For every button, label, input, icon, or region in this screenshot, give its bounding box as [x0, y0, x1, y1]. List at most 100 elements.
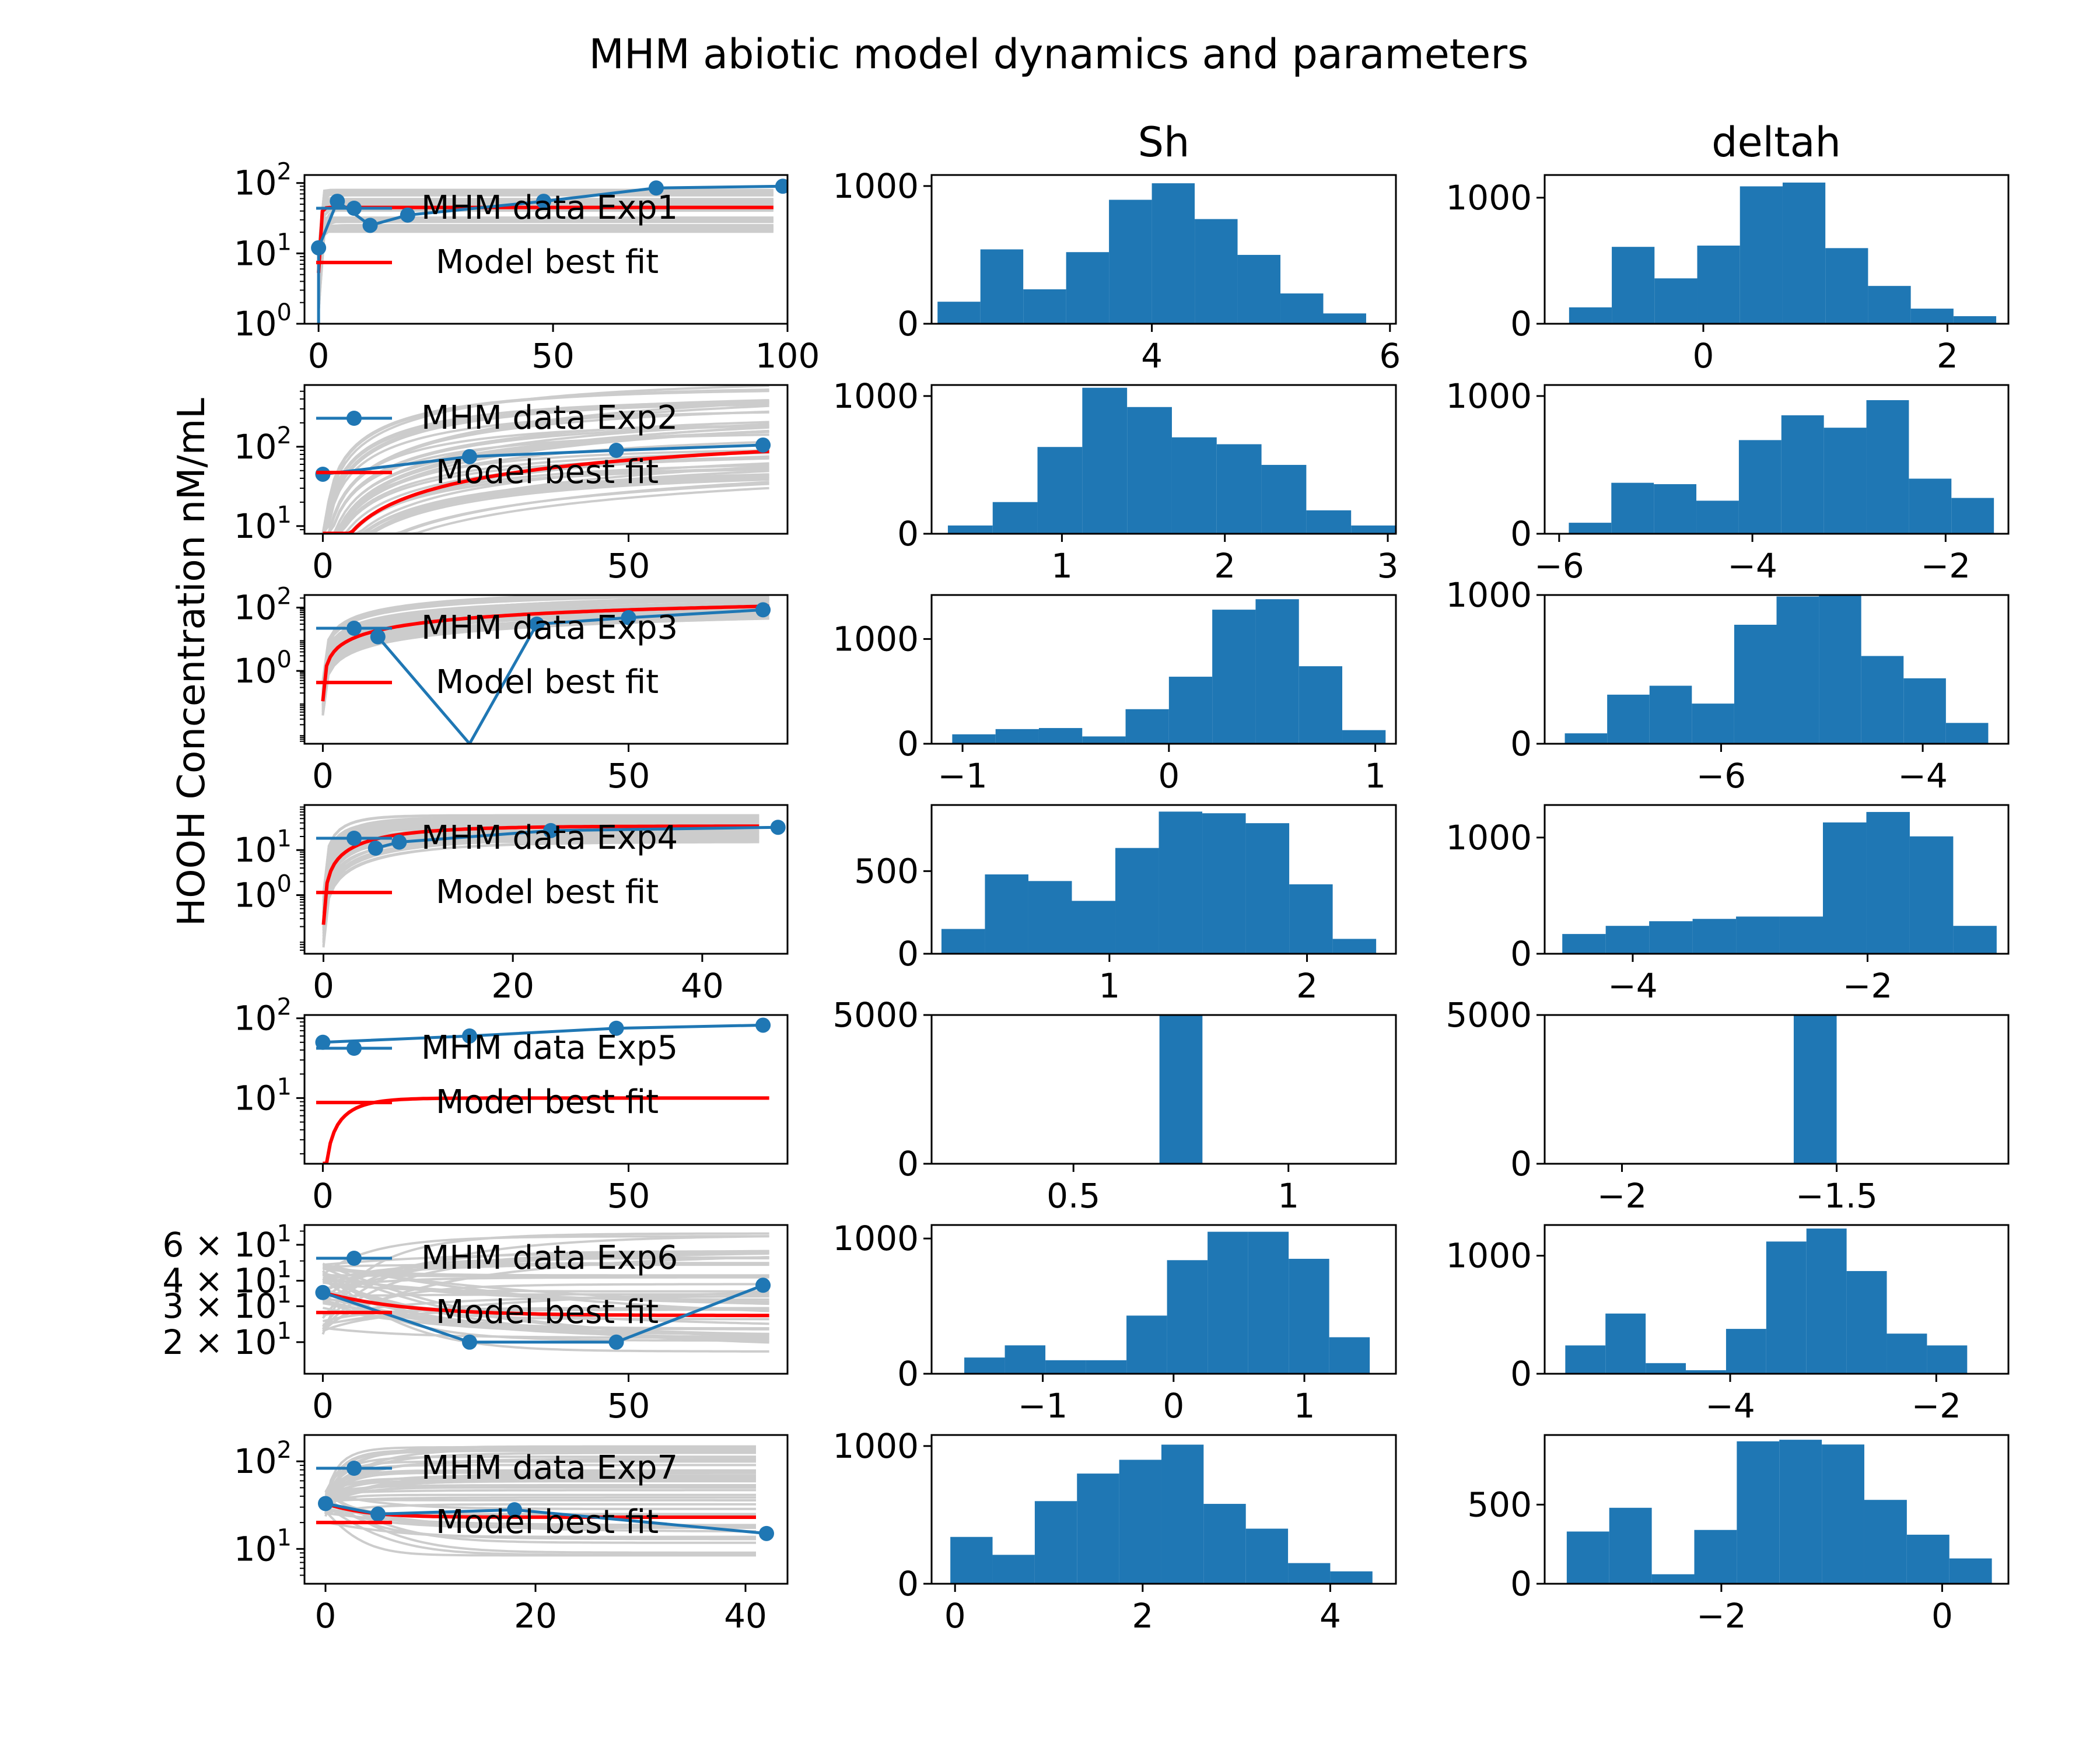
data-point	[608, 1334, 624, 1350]
data-point	[370, 629, 386, 645]
histogram-bar	[995, 729, 1039, 744]
y-tick-label: 1000	[1446, 575, 1532, 615]
data-point	[608, 443, 624, 459]
histogram-bar	[1649, 685, 1692, 744]
ensemble-curve	[317, 190, 774, 248]
y-tick-label: 0	[1510, 1354, 1532, 1394]
histogram-bar	[1066, 252, 1110, 324]
x-tick-label: 0.5	[1046, 1176, 1100, 1216]
x-tick-label: 0	[308, 336, 330, 376]
plot-area	[952, 599, 1386, 744]
histogram-bar	[1951, 498, 1994, 534]
ensemble-curve	[323, 1281, 769, 1293]
histogram-bar	[950, 1536, 993, 1584]
y-tick-label: 1000	[1446, 376, 1532, 416]
x-tick-label: −4	[1608, 966, 1658, 1006]
ensemble-curve	[324, 1510, 756, 1557]
y-tick-label: 102	[234, 583, 292, 628]
y-tick-label: 0	[897, 304, 919, 344]
axes-frame	[1544, 594, 2010, 745]
histogram-bar	[1864, 1500, 1907, 1584]
ensemble-curve	[323, 478, 769, 534]
y-tick-label: 6 × 101	[162, 1220, 292, 1265]
ensemble-curve	[321, 607, 769, 705]
histogram-bar	[1195, 219, 1238, 324]
histogram-bar	[1726, 1329, 1766, 1374]
histogram-bar	[1261, 464, 1307, 534]
histogram-bar	[1740, 186, 1783, 324]
histogram-bar	[1323, 313, 1366, 324]
legend-label-model: Model best fit	[436, 1503, 659, 1541]
panel-deltah-exp1: 0 2 0 1000	[1446, 174, 2010, 376]
histogram-bar	[1779, 916, 1823, 954]
histogram-bar	[1045, 1360, 1086, 1374]
legend-label-data: MHM data Exp4	[421, 819, 678, 857]
panel-deltah-exp5: −2 −1.5 0 5000	[1446, 995, 2010, 1216]
data-point	[461, 1334, 477, 1350]
data-point	[315, 1034, 331, 1050]
panel-exp1: MHM data Exp1 Model best fit 0 50 100 100 101 1…	[234, 159, 820, 376]
histogram-bar	[1824, 428, 1867, 534]
y-tick-label: 101	[234, 825, 292, 870]
model-best-fit-line	[321, 604, 769, 702]
ensemble-curve	[317, 188, 774, 251]
histogram-bar	[1115, 848, 1159, 954]
ensemble-curve	[317, 228, 774, 302]
y-tick-label: 0	[897, 514, 919, 554]
y-tick-label: 0	[897, 1564, 919, 1604]
histogram-bar	[1564, 733, 1608, 744]
x-tick-label: 20	[514, 1596, 557, 1636]
x-tick-label: 50	[607, 546, 650, 586]
histogram-bar	[1953, 316, 1997, 324]
y-tick-label: 0	[1510, 1144, 1532, 1184]
ensemble-curve	[324, 1479, 756, 1507]
histogram-bar	[1126, 1315, 1167, 1374]
y-tick-label: 101	[234, 1524, 292, 1569]
data-point	[621, 610, 636, 625]
plot-area	[1569, 182, 1997, 324]
ensemble-curve	[322, 1308, 769, 1332]
histogram-bar	[1082, 736, 1126, 744]
histogram-bar	[1167, 1260, 1208, 1374]
y-tick-label: 0	[1510, 304, 1532, 344]
data-point	[318, 1496, 333, 1511]
axes-frame	[303, 804, 789, 955]
plot-area	[941, 811, 1377, 954]
histogram-bar	[1077, 1474, 1119, 1584]
histogram-bar	[1569, 307, 1612, 324]
histogram-bar	[1208, 1231, 1248, 1374]
x-tick-label: 0	[312, 756, 334, 796]
x-tick-label: 0	[1158, 756, 1180, 796]
data-point	[507, 1502, 522, 1518]
histogram-bar	[1910, 309, 1954, 324]
legend-data-marker	[346, 831, 362, 846]
panel-sh-exp7: 0 2 4 0 1000	[832, 1426, 1397, 1636]
histogram-bar	[1611, 482, 1654, 534]
histogram-bar	[1329, 1337, 1370, 1374]
ensemble-curve	[317, 209, 774, 267]
legend-label-data: MHM data Exp7	[421, 1449, 678, 1487]
plot-area	[321, 814, 786, 948]
y-tick-label: 3 × 101	[162, 1282, 292, 1326]
histogram-bar	[1332, 939, 1377, 954]
histogram-bar	[1028, 881, 1072, 954]
axes-frame	[303, 594, 789, 745]
y-tick-label: 4 × 101	[162, 1256, 292, 1301]
axes-frame	[1544, 1224, 2010, 1375]
histogram-bar	[1692, 704, 1734, 744]
ensemble-curve	[324, 1492, 756, 1544]
histogram-bar	[964, 1357, 1005, 1374]
x-tick-label: 0	[1931, 1596, 1953, 1636]
axes-frame	[303, 174, 789, 325]
data-point	[461, 1028, 477, 1044]
panel-deltah-exp2: −6 −4 −2 0 1000	[1446, 376, 2010, 586]
histogram-bar	[1782, 182, 1826, 324]
histogram-bar	[941, 929, 985, 954]
axes-frame	[930, 1434, 1397, 1585]
y-tick-label: 1000	[832, 1426, 919, 1466]
axes-frame	[930, 1014, 1397, 1165]
histogram-bar	[992, 1555, 1035, 1584]
y-tick-label: 100	[234, 646, 292, 691]
y-tick-label: 0	[1510, 934, 1532, 974]
